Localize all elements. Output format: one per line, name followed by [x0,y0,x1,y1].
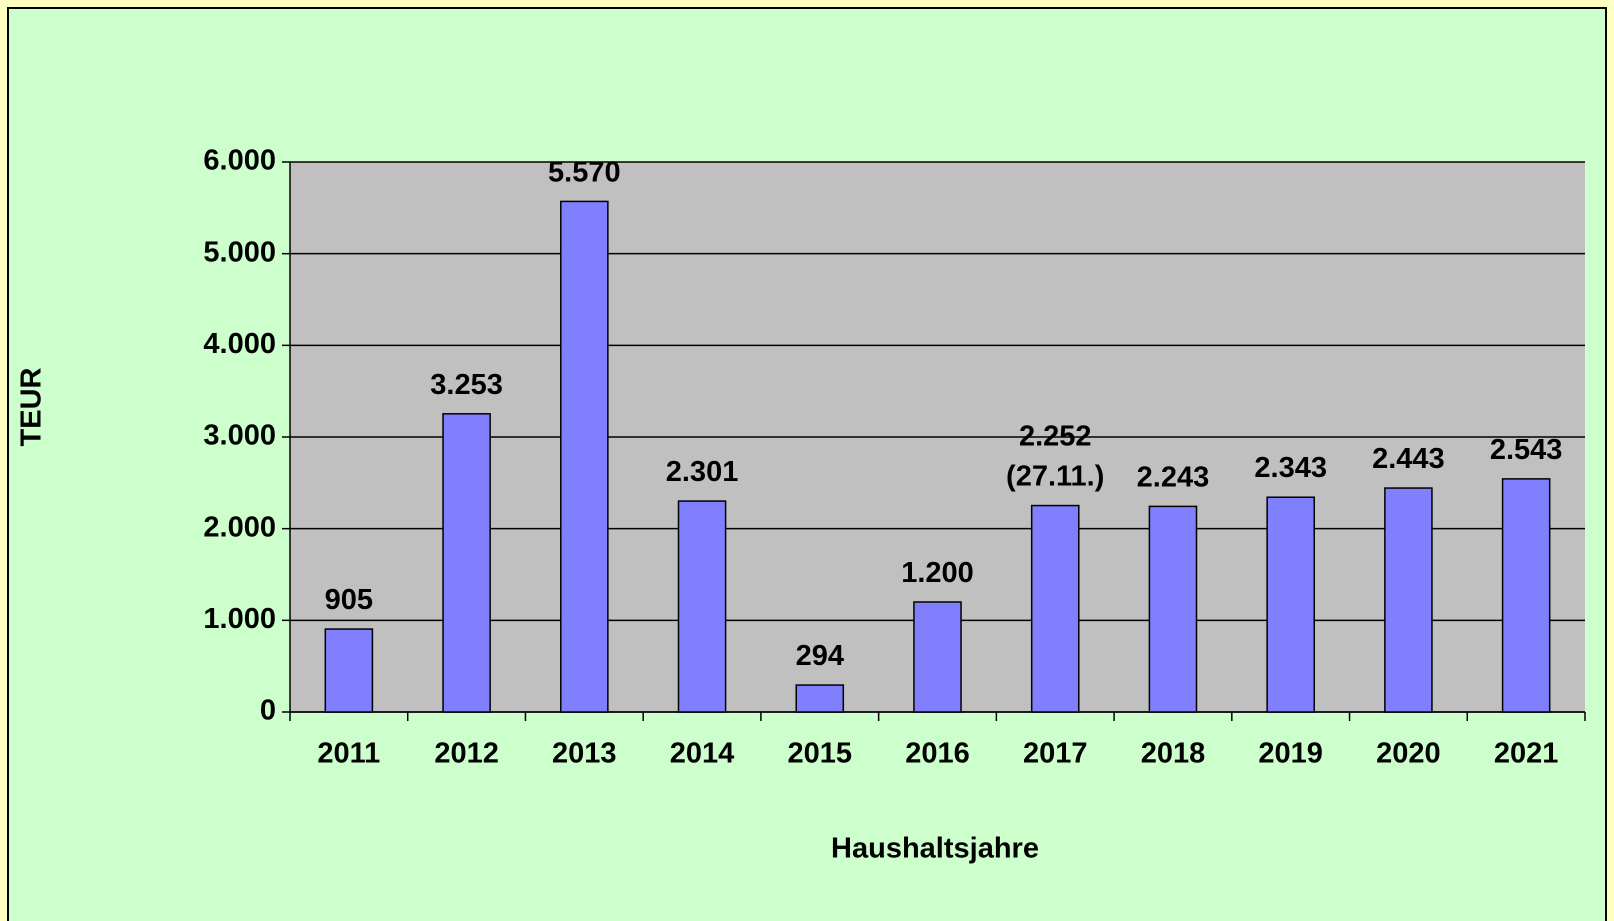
y-tick-label: 4.000 [203,328,276,360]
data-label-line: 2.443 [1372,443,1445,475]
bar [1030,504,1080,713]
data-label-line: 2.252 [1019,420,1092,452]
data-label-line: 2.543 [1490,434,1563,466]
y-tick-label: 1.000 [203,603,276,635]
data-label-line: 905 [325,584,373,616]
x-tick-label: 2021 [1494,738,1559,770]
data-label-line: 2.343 [1254,452,1327,484]
x-tick-label: 2016 [905,738,970,770]
x-axis-title: Haushaltsjahre [831,833,1039,865]
bar [677,500,727,713]
bar [913,601,962,713]
x-tick-label: 2015 [788,738,853,770]
data-label-line: 3.253 [430,368,503,400]
data-label: 2.543 [1490,434,1563,466]
x-tick-label: 2017 [1023,738,1088,770]
x-tick-label: 2013 [552,738,617,770]
data-label: 905 [325,584,373,616]
y-tick-label: 3.000 [203,420,276,452]
x-tick-label: 2012 [434,738,499,770]
bar [1501,478,1551,713]
data-label: 2.243 [1137,461,1210,493]
data-label: 2.443 [1372,443,1445,475]
x-tick-label: 2011 [317,738,380,770]
data-label-line: 2.243 [1137,461,1210,493]
x-tick-label: 2014 [670,738,735,770]
y-tick-label: 6.000 [203,145,276,177]
bar [442,413,491,713]
bar [324,628,374,713]
data-label: 2.301 [666,456,739,488]
y-tick-label: 5.000 [203,236,276,268]
y-axis-title: TEUR [16,367,48,446]
x-tick-label: 2018 [1141,738,1206,770]
y-tick-label: 0 [260,695,276,727]
x-tick-label: 2020 [1376,738,1441,770]
data-label-line: 2.301 [666,456,739,488]
data-label-line: (27.11.) [1006,460,1104,492]
data-label: 2.252 (27.11.) [1006,420,1104,492]
bar [795,684,845,713]
data-label: 3.253 [430,368,503,400]
data-label-line: 294 [796,640,844,672]
data-label-line: 5.570 [548,156,621,188]
data-label-line: 1.200 [901,557,974,589]
x-tick-label: 2019 [1258,738,1323,770]
bar [1384,487,1433,713]
bar [560,200,609,713]
data-label: 5.570 [548,156,621,188]
data-label: 294 [796,640,844,672]
y-tick-label: 2.000 [203,511,276,543]
data-label: 2.343 [1254,452,1327,484]
data-label: 1.200 [901,557,974,589]
bar [1148,505,1198,713]
bar [1266,496,1315,713]
